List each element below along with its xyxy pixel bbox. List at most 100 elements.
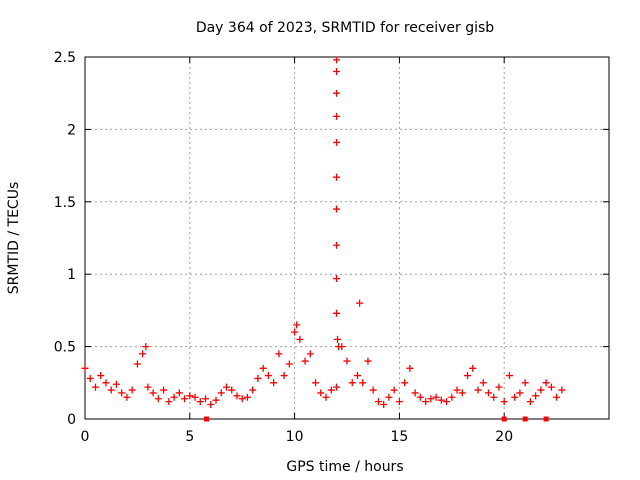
data-point xyxy=(175,389,183,397)
y-tick-label: 0.5 xyxy=(54,340,76,356)
data-point xyxy=(102,379,110,387)
data-point xyxy=(333,383,341,391)
data-point xyxy=(333,275,341,283)
data-point xyxy=(243,393,251,401)
axis-ticks: 0 0.5 1 1.5 2 2.5 0 5 10 15 20 xyxy=(54,50,609,445)
data-point xyxy=(516,389,524,397)
data-point xyxy=(291,328,299,336)
data-point xyxy=(123,393,131,401)
data-point xyxy=(369,386,377,394)
data-point xyxy=(202,395,210,403)
data-point xyxy=(301,357,309,365)
data-point xyxy=(264,372,272,380)
data-point xyxy=(293,321,301,329)
data-point xyxy=(160,386,168,394)
x-tick-label: 5 xyxy=(185,429,194,445)
data-point xyxy=(222,383,230,391)
data-point xyxy=(81,364,89,372)
series-flagged xyxy=(204,416,549,422)
y-tick-label: 1.5 xyxy=(54,195,76,211)
data-point xyxy=(542,379,550,387)
data-point xyxy=(254,374,262,382)
data-point xyxy=(280,372,288,380)
data-point xyxy=(333,309,341,317)
y-axis-title: SRMTID / TECUs xyxy=(6,182,22,295)
data-point xyxy=(207,401,215,409)
data-point xyxy=(348,379,356,387)
data-point xyxy=(395,398,403,406)
data-point xyxy=(511,393,519,401)
y-tick-label: 2.5 xyxy=(54,50,76,66)
data-point xyxy=(97,372,105,380)
data-point xyxy=(186,392,194,400)
data-point xyxy=(443,398,451,406)
x-tick-label: 20 xyxy=(495,429,513,445)
x-axis-title: GPS time / hours xyxy=(286,459,403,475)
data-point xyxy=(149,389,157,397)
data-point xyxy=(356,299,364,307)
data-point xyxy=(142,343,150,351)
data-point xyxy=(335,343,343,351)
series-srmtid-spike xyxy=(333,56,343,351)
data-point xyxy=(427,395,435,403)
data-point xyxy=(521,379,529,387)
data-point xyxy=(317,389,325,397)
data-point xyxy=(553,393,561,401)
data-point xyxy=(333,173,341,181)
grid-lines xyxy=(85,57,609,419)
data-point xyxy=(353,372,361,380)
data-point xyxy=(270,379,278,387)
data-point xyxy=(238,395,246,403)
data-point xyxy=(558,386,566,394)
data-point xyxy=(204,416,210,422)
data-point xyxy=(333,241,341,249)
data-point xyxy=(165,398,173,406)
data-point xyxy=(91,383,99,391)
data-point xyxy=(532,392,540,400)
data-point xyxy=(217,389,225,397)
data-point xyxy=(500,398,508,406)
data-point xyxy=(401,379,409,387)
data-point xyxy=(474,386,482,394)
data-point xyxy=(374,398,382,406)
data-point xyxy=(312,379,320,387)
data-point xyxy=(490,393,498,401)
y-tick-label: 0 xyxy=(67,412,76,428)
x-tick-label: 10 xyxy=(286,429,304,445)
data-marks xyxy=(81,56,566,422)
data-point xyxy=(333,138,341,146)
data-point xyxy=(411,389,419,397)
data-point xyxy=(191,393,199,401)
data-point xyxy=(364,357,372,365)
data-point xyxy=(495,383,503,391)
data-point xyxy=(380,401,388,409)
data-point xyxy=(196,398,204,406)
data-point xyxy=(86,374,94,382)
data-point xyxy=(170,393,178,401)
data-point xyxy=(233,392,241,400)
data-point xyxy=(139,350,147,358)
chart-title: Day 364 of 2023, SRMTID for receiver gis… xyxy=(196,20,494,36)
plot-frame xyxy=(84,56,610,420)
data-point xyxy=(505,372,513,380)
data-point xyxy=(406,364,414,372)
data-point xyxy=(133,360,141,368)
data-point xyxy=(306,350,314,358)
data-point xyxy=(537,386,545,394)
data-point xyxy=(359,379,367,387)
data-point xyxy=(333,112,341,120)
data-point xyxy=(128,386,136,394)
y-tick-label: 1 xyxy=(67,267,76,283)
data-point xyxy=(464,372,472,380)
data-point xyxy=(259,364,267,372)
data-point xyxy=(416,393,424,401)
data-point xyxy=(458,389,466,397)
series-srmtid xyxy=(81,299,566,409)
data-point xyxy=(543,416,549,422)
data-point xyxy=(432,393,440,401)
data-point xyxy=(448,393,456,401)
data-point xyxy=(275,350,283,358)
data-point xyxy=(385,393,393,401)
x-tick-label: 0 xyxy=(81,429,90,445)
